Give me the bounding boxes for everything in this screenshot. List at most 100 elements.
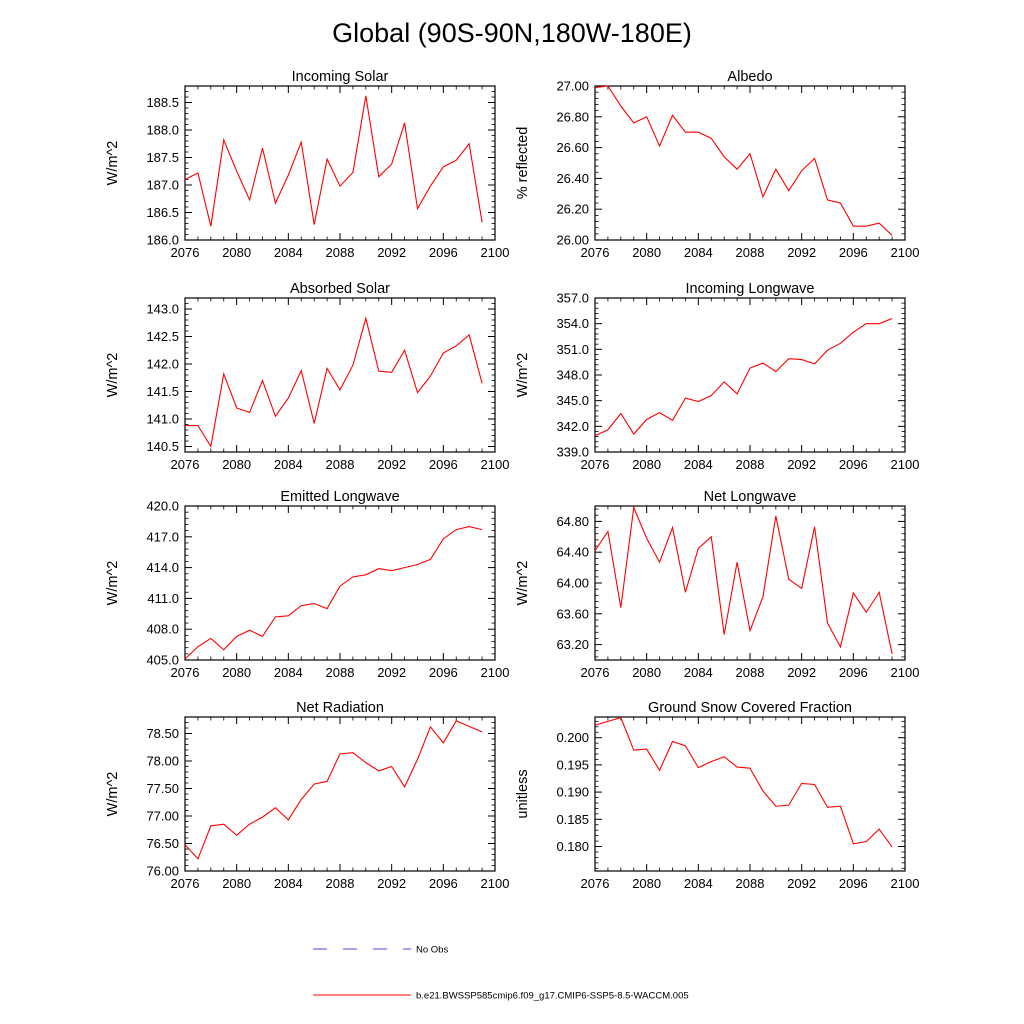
x-tick-label: 2096: [839, 665, 868, 680]
x-tick-label: 2076: [171, 457, 200, 472]
y-tick-label: 187.0: [146, 178, 179, 193]
y-tick-label: 186.0: [146, 233, 179, 248]
y-tick-label: 348.0: [556, 368, 589, 383]
x-tick-label: 2080: [222, 457, 251, 472]
y-tick-label: 188.5: [146, 95, 179, 110]
plot-frame: [594, 716, 906, 872]
x-tick-label: 2096: [839, 457, 868, 472]
chart-panel-albedo: Albedo 2076 2080 2084 2088 2092 2096 2100 26.00 2…: [515, 69, 919, 260]
x-tick-label: 2080: [222, 245, 251, 260]
x-tick-label: 2100: [481, 457, 510, 472]
y-tick-label: 351.0: [556, 342, 589, 357]
x-tick-label: 2096: [839, 876, 868, 891]
y-tick-label: 64.00: [556, 576, 589, 591]
x-tick-label: 2092: [787, 457, 816, 472]
x-tick-label: 2100: [891, 665, 920, 680]
x-tick-label: 2100: [891, 457, 920, 472]
y-tick-label: 141.5: [146, 384, 179, 399]
chart-title: Emitted Longwave: [280, 489, 399, 505]
x-tick-label: 2100: [481, 876, 510, 891]
y-axis-label: W/m^2: [105, 772, 121, 817]
x-tick-label: 2096: [429, 245, 458, 260]
chart-panel-incoming-solar: Incoming Solar 2076 2080 2084 2088 2092 2096 21…: [105, 69, 509, 260]
x-tick-label: 2084: [274, 457, 303, 472]
y-tick-label: 186.5: [146, 205, 179, 220]
page-title: Global (90S-90N,180W-180E): [332, 18, 692, 48]
x-tick-label: 2092: [377, 665, 406, 680]
x-tick-label: 2100: [481, 245, 510, 260]
chart-panel-emitted-longwave: Emitted Longwave 2076 2080 2084 2088 2092 2096…: [105, 489, 509, 680]
legend-obs-label: No Obs: [416, 945, 448, 956]
plot-frame: [594, 85, 906, 241]
x-tick-label: 2096: [429, 457, 458, 472]
x-tick-label: 2084: [684, 457, 713, 472]
y-tick-label: 142.0: [146, 357, 179, 372]
y-tick-label: 143.0: [146, 302, 179, 317]
y-tick-label: 414.0: [146, 560, 179, 575]
y-tick-label: 345.0: [556, 393, 589, 408]
y-tick-label: 26.40: [556, 171, 589, 186]
y-tick-label: 77.50: [146, 781, 179, 796]
x-tick-label: 2080: [632, 245, 661, 260]
y-axis-label: W/m^2: [105, 353, 121, 398]
x-tick-label: 2084: [274, 245, 303, 260]
series-line: [594, 505, 893, 654]
x-tick-label: 2088: [736, 876, 765, 891]
plot-frame: [184, 297, 496, 453]
x-tick-label: 2092: [377, 457, 406, 472]
y-tick-label: 411.0: [147, 591, 179, 606]
plot-frame: [184, 85, 496, 241]
y-axis-label: W/m^2: [105, 561, 121, 606]
series-line: [184, 525, 483, 660]
x-tick-label: 2092: [787, 876, 816, 891]
y-tick-label: 141.0: [146, 412, 179, 427]
legend: No Obs b.e21.BWSSP585cmip6.f09_g17.CMIP6…: [313, 945, 689, 1002]
series-line: [594, 85, 893, 236]
y-tick-label: 0.190: [556, 785, 589, 800]
y-tick-label: 78.50: [146, 726, 179, 741]
y-axis-label: W/m^2: [105, 141, 121, 186]
x-tick-label: 2076: [171, 245, 200, 260]
x-tick-label: 2092: [787, 665, 816, 680]
y-tick-label: 0.185: [556, 812, 589, 827]
series-line: [184, 720, 483, 860]
y-axis-label: W/m^2: [515, 353, 531, 398]
x-tick-label: 2080: [222, 665, 251, 680]
y-axis-label: % reflected: [515, 127, 531, 200]
x-tick-label: 2084: [274, 876, 303, 891]
x-tick-label: 2100: [891, 876, 920, 891]
chart-title: Ground Snow Covered Fraction: [648, 700, 852, 716]
x-tick-label: 2100: [891, 245, 920, 260]
y-tick-label: 27.00: [556, 79, 589, 94]
y-tick-label: 26.20: [556, 202, 589, 217]
chart-panel-incoming-longwave: Incoming Longwave 2076 2080 2084 2088 2092 209…: [515, 281, 919, 472]
y-tick-label: 354.0: [556, 316, 589, 331]
x-tick-label: 2076: [171, 876, 200, 891]
series-line: [594, 716, 893, 848]
x-tick-label: 2088: [326, 876, 355, 891]
chart-title: Absorbed Solar: [290, 281, 390, 297]
y-tick-label: 0.195: [556, 757, 589, 772]
x-tick-label: 2088: [326, 457, 355, 472]
x-tick-label: 2084: [684, 665, 713, 680]
y-tick-label: 405.0: [146, 653, 179, 668]
y-axis-label: unitless: [515, 769, 531, 818]
x-tick-label: 2084: [274, 665, 303, 680]
y-tick-label: 142.5: [146, 329, 179, 344]
y-tick-label: 187.5: [146, 150, 179, 165]
series-line: [185, 316, 483, 449]
x-tick-label: 2080: [632, 457, 661, 472]
y-axis-label: W/m^2: [515, 561, 531, 606]
chart-panel-ground-snow-covered-fraction: Ground Snow Covered Fraction 2076 2080 2084…: [515, 700, 919, 891]
chart-panels: Incoming Solar 2076 2080 2084 2088 2092 2096 21…: [105, 69, 919, 891]
chart-title: Albedo: [727, 69, 772, 85]
x-tick-label: 2084: [684, 876, 713, 891]
y-tick-label: 339.0: [556, 445, 589, 460]
x-tick-label: 2088: [736, 457, 765, 472]
x-tick-label: 2076: [581, 457, 610, 472]
y-tick-label: 420.0: [146, 499, 179, 514]
plot-frame: [594, 297, 906, 453]
chart-title: Incoming Longwave: [686, 281, 815, 297]
x-tick-label: 2092: [787, 245, 816, 260]
